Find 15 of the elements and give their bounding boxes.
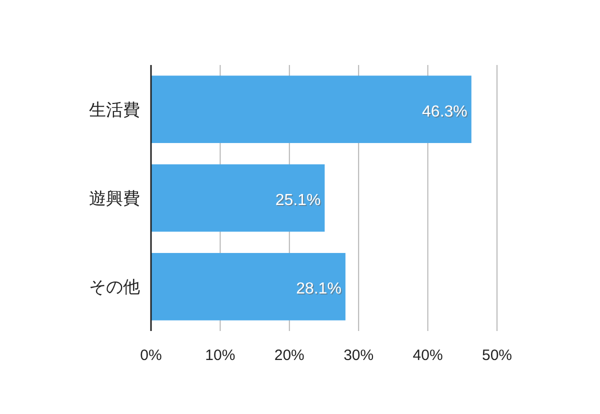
x-tick-label: 20% (274, 347, 304, 364)
y-tick-label: 生活費 (89, 100, 140, 120)
x-tick-label: 0% (140, 347, 162, 364)
x-tick-label: 40% (412, 347, 443, 364)
data-label: 28.1% (297, 282, 342, 299)
data-label: 25.1% (276, 193, 322, 210)
x-tick-label: 30% (344, 347, 374, 364)
x-tick-label: 50% (482, 347, 512, 364)
x-tick-label: 10% (205, 347, 236, 364)
bar (151, 76, 472, 144)
bar (151, 252, 346, 320)
data-label: 46.3% (423, 104, 468, 122)
y-tick-label: その他 (89, 278, 140, 297)
bar (151, 164, 325, 232)
y-tick-label: 遊興費 (89, 189, 140, 208)
